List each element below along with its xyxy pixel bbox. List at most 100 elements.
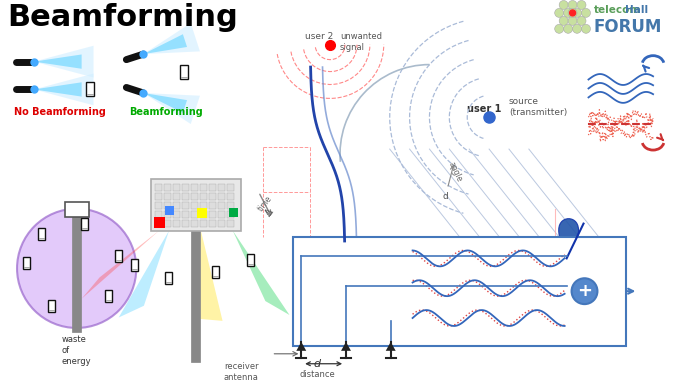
Polygon shape: [34, 74, 94, 105]
Bar: [227, 184, 234, 191]
Bar: [209, 202, 216, 209]
Circle shape: [559, 16, 568, 25]
Polygon shape: [34, 46, 94, 77]
Bar: [155, 220, 162, 227]
Bar: [293, 236, 627, 346]
Text: +: +: [577, 282, 592, 300]
Bar: [182, 193, 189, 200]
Bar: [164, 202, 171, 209]
Text: waste
of
energy: waste of energy: [62, 335, 91, 366]
Bar: [65, 202, 88, 217]
Bar: [180, 65, 188, 79]
Polygon shape: [233, 231, 290, 315]
Bar: [191, 202, 198, 209]
Text: Hall: Hall: [625, 5, 649, 15]
Circle shape: [571, 278, 598, 304]
Circle shape: [555, 24, 564, 33]
Bar: [48, 300, 55, 312]
Bar: [173, 220, 180, 227]
Bar: [173, 184, 180, 191]
Text: Beamforming: Beamforming: [129, 107, 203, 117]
Circle shape: [582, 24, 591, 33]
Polygon shape: [144, 34, 187, 54]
Text: distance: distance: [299, 370, 335, 379]
Polygon shape: [341, 342, 351, 351]
Bar: [165, 206, 174, 215]
Text: Δ: Δ: [264, 207, 275, 219]
Polygon shape: [195, 231, 223, 321]
Text: angle: angle: [446, 160, 464, 183]
Bar: [218, 184, 225, 191]
Circle shape: [568, 0, 577, 9]
Bar: [209, 193, 216, 200]
Circle shape: [577, 0, 586, 9]
Bar: [182, 220, 189, 227]
Bar: [182, 202, 189, 209]
Bar: [182, 184, 189, 191]
Bar: [164, 211, 171, 217]
Bar: [247, 254, 254, 266]
Bar: [105, 290, 112, 302]
Bar: [131, 259, 138, 271]
Polygon shape: [144, 93, 187, 113]
Polygon shape: [386, 342, 395, 351]
Circle shape: [564, 9, 573, 17]
Bar: [200, 211, 207, 217]
Circle shape: [17, 209, 137, 328]
Bar: [227, 220, 234, 227]
Bar: [218, 193, 225, 200]
Text: FORUM: FORUM: [593, 18, 662, 36]
Circle shape: [570, 10, 575, 16]
Text: d: d: [314, 359, 321, 369]
Bar: [173, 202, 180, 209]
Circle shape: [568, 16, 577, 25]
Bar: [164, 220, 171, 227]
Circle shape: [573, 24, 582, 33]
Text: user 1: user 1: [467, 104, 502, 114]
Polygon shape: [559, 219, 578, 259]
Bar: [209, 220, 216, 227]
Bar: [228, 208, 237, 217]
Polygon shape: [81, 231, 159, 299]
Text: receiver
antenna: receiver antenna: [224, 362, 259, 382]
Bar: [155, 202, 162, 209]
Bar: [227, 193, 234, 200]
Bar: [227, 202, 234, 209]
Text: time: time: [257, 194, 275, 213]
Bar: [218, 220, 225, 227]
Circle shape: [582, 9, 591, 17]
Bar: [173, 211, 180, 217]
Bar: [209, 211, 216, 217]
Polygon shape: [34, 55, 81, 69]
Text: d: d: [442, 192, 448, 201]
Text: No Beamforming: No Beamforming: [14, 107, 106, 117]
Polygon shape: [34, 82, 81, 97]
Text: telecom: telecom: [593, 5, 641, 15]
Bar: [81, 217, 88, 229]
Bar: [164, 184, 171, 191]
Bar: [39, 228, 46, 240]
Text: Beamforming: Beamforming: [7, 3, 238, 32]
Bar: [200, 220, 207, 227]
Bar: [151, 179, 241, 231]
Bar: [173, 193, 180, 200]
Polygon shape: [144, 93, 200, 124]
Bar: [191, 184, 198, 191]
Bar: [200, 202, 207, 209]
Bar: [182, 211, 189, 217]
Bar: [200, 184, 207, 191]
Polygon shape: [119, 231, 169, 317]
Bar: [213, 266, 219, 278]
Bar: [155, 184, 162, 191]
Text: b: b: [534, 248, 540, 259]
Bar: [191, 220, 198, 227]
Text: wave front
arrives in parallel
in long distance: wave front arrives in parallel in long d…: [479, 243, 546, 275]
Circle shape: [573, 9, 582, 17]
Circle shape: [577, 16, 586, 25]
Text: Δ: Δ: [462, 279, 469, 289]
Bar: [218, 211, 225, 217]
Circle shape: [555, 9, 564, 17]
Bar: [197, 208, 207, 217]
Text: unwanted
signal: unwanted signal: [340, 32, 382, 52]
Bar: [227, 211, 234, 217]
